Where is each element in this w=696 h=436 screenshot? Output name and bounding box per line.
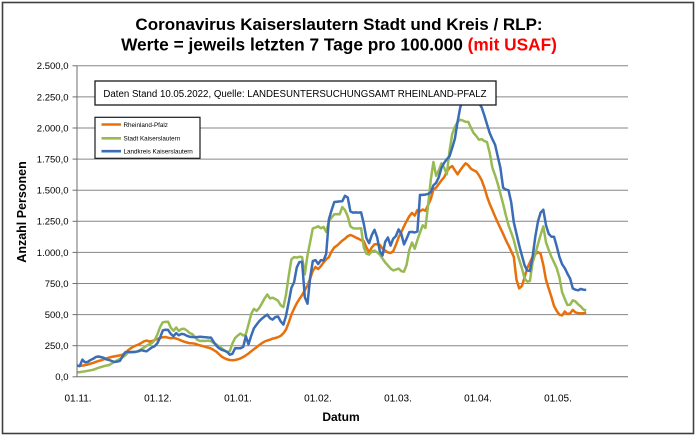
svg-text:1.500,0: 1.500,0	[37, 186, 69, 197]
svg-text:250,0: 250,0	[45, 341, 69, 352]
svg-text:01.11.: 01.11.	[64, 393, 91, 404]
svg-text:1.250,0: 1.250,0	[37, 217, 69, 228]
svg-text:Landkreis Kaiserslautern: Landkreis Kaiserslautern	[124, 149, 194, 156]
svg-text:Werte = jeweils letzten 7 Tage: Werte = jeweils letzten 7 Tage pro 100.0…	[121, 35, 557, 55]
svg-text:1.000,0: 1.000,0	[37, 248, 69, 259]
svg-text:1.750,0: 1.750,0	[37, 155, 69, 166]
svg-text:01.02.: 01.02.	[304, 393, 332, 404]
svg-text:Rheinland-Pfalz: Rheinland-Pfalz	[124, 122, 168, 129]
svg-text:01.01.: 01.01.	[224, 393, 252, 404]
svg-text:01.03.: 01.03.	[384, 393, 412, 404]
svg-text:01.05.: 01.05.	[544, 393, 572, 404]
svg-text:Daten Stand 10.05.2022, Quelle: Daten Stand 10.05.2022, Quelle: LANDESUN…	[103, 89, 486, 100]
svg-text:2.500,0: 2.500,0	[37, 61, 69, 72]
svg-text:500,0: 500,0	[45, 310, 69, 321]
svg-text:Coronavirus Kaiserslautern Sta: Coronavirus Kaiserslautern Stadt und Kre…	[135, 15, 542, 34]
svg-text:01.12.: 01.12.	[144, 393, 172, 404]
svg-text:Anzahl Personen: Anzahl Personen	[15, 161, 29, 262]
svg-text:2.000,0: 2.000,0	[37, 123, 69, 134]
svg-text:0,0: 0,0	[55, 372, 68, 383]
svg-text:01.04.: 01.04.	[464, 393, 492, 404]
svg-text:Stadt Kaiserslautern: Stadt Kaiserslautern	[124, 136, 181, 143]
svg-text:2.250,0: 2.250,0	[37, 92, 69, 103]
svg-text:750,0: 750,0	[45, 279, 69, 290]
svg-text:Datum: Datum	[322, 410, 359, 424]
